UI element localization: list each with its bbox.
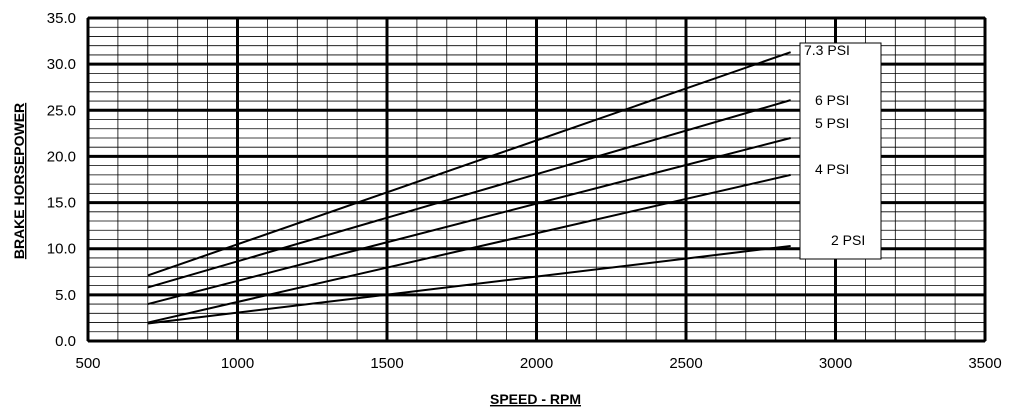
y-tick-label: 35.0 (47, 10, 76, 27)
y-tick-label: 15.0 (47, 195, 76, 212)
plot-frame (87, 17, 986, 342)
series-lines (147, 51, 791, 325)
series-label: 6 PSI (815, 92, 849, 108)
x-tick-label: 3500 (968, 355, 1001, 372)
y-tick-labels: 0.0 5.0 10.0 15.0 20.0 25.0 30.0 35.0 (47, 10, 76, 350)
x-axis-title: SPEED - RPM (490, 391, 581, 407)
series-line (147, 99, 791, 289)
series-line (147, 173, 791, 324)
x-tick-label: 1500 (370, 355, 403, 372)
x-tick-label: 2000 (520, 355, 553, 372)
y-tick-label: 30.0 (47, 56, 76, 73)
series-label: 4 PSI (815, 161, 849, 177)
x-tick-label: 1000 (221, 355, 254, 372)
x-tick-label: 2500 (669, 355, 702, 372)
series-label: 7.3 PSI (804, 42, 850, 58)
series-line (147, 137, 791, 306)
y-tick-label: 20.0 (47, 148, 76, 165)
series-line (147, 51, 791, 277)
series-label: 2 PSI (831, 232, 865, 248)
y-tick-label: 5.0 (55, 287, 76, 304)
x-tick-label: 500 (75, 355, 100, 372)
series-label: 5 PSI (815, 115, 849, 131)
x-tick-label: 3000 (819, 355, 852, 372)
series-line (147, 244, 791, 325)
x-tick-labels: 500 1000 1500 2000 2500 3000 3500 (75, 355, 1001, 372)
y-tick-label: 10.0 (47, 241, 76, 258)
legend-box (799, 42, 882, 260)
y-axis-title: BRAKE HORSEPOWER (11, 103, 27, 259)
series-labels: 7.3 PSI 6 PSI 5 PSI 4 PSI 2 PSI (804, 42, 865, 248)
y-tick-label: 0.0 (55, 333, 76, 350)
y-tick-label: 25.0 (47, 102, 76, 119)
